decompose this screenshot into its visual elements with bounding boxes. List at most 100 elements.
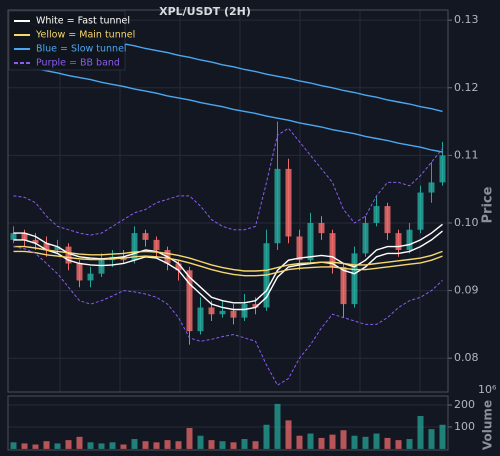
candle-body <box>175 263 182 271</box>
candle-body <box>439 155 446 183</box>
volume-bar <box>252 441 259 449</box>
candle-body <box>351 253 358 305</box>
volume-bar <box>43 441 50 449</box>
candle-body <box>274 168 281 244</box>
legend-label: Blue = Slow tunnel <box>36 44 127 55</box>
volume-bar <box>208 440 215 449</box>
candle-body <box>10 233 17 240</box>
candle-body <box>384 206 391 234</box>
candle-body <box>428 182 435 193</box>
volume-bar <box>439 424 446 449</box>
volume-bar <box>362 436 369 449</box>
volume-bar <box>21 443 28 449</box>
volume-bar <box>131 439 138 449</box>
volume-bar <box>296 435 303 449</box>
candle-body <box>296 236 303 261</box>
candle-body <box>142 233 149 240</box>
candle-body <box>307 222 314 261</box>
volume-bar <box>120 444 127 449</box>
volume-bar <box>307 433 314 449</box>
volume-bar <box>186 428 193 449</box>
volume-bar <box>384 437 391 449</box>
candle-body <box>87 273 94 281</box>
volume-offset: 10⁶ <box>478 383 497 396</box>
candle-body <box>241 304 248 318</box>
volume-bar <box>263 424 270 449</box>
legend-label: Purple = BB band <box>36 58 120 69</box>
legend-label: Yellow = Main tunnel <box>35 30 135 41</box>
volume-bar <box>340 430 347 449</box>
volume-bar <box>197 435 204 449</box>
volume-bar <box>219 441 226 449</box>
candle-body <box>76 263 83 281</box>
candle-body <box>373 206 380 223</box>
volume-bar <box>329 434 336 449</box>
candle-body <box>252 304 259 308</box>
volume-bar <box>54 443 61 449</box>
candle-body <box>32 239 39 244</box>
candle-body <box>21 233 28 240</box>
volume-bar <box>351 435 358 449</box>
volume-bar <box>406 439 413 449</box>
y-tick-label: 200 <box>454 398 475 411</box>
volume-bar <box>417 415 424 449</box>
volume-bar <box>241 439 248 449</box>
volume-bar <box>164 440 171 449</box>
y-axis-label: Price <box>481 186 496 223</box>
y-tick-label: 0.13 <box>454 13 479 26</box>
volume-bar <box>318 437 325 449</box>
price-frame <box>7 9 449 393</box>
candle-body <box>362 222 369 254</box>
candle-body <box>186 270 193 332</box>
chart-title: XPL/USDT (2H) <box>159 5 251 18</box>
candle-body <box>395 233 402 251</box>
candle-body <box>340 266 347 305</box>
tunnel-line <box>13 230 443 311</box>
volume-bar <box>153 442 160 449</box>
volume-bar <box>142 441 149 449</box>
y-tick-label: 0.12 <box>454 81 479 94</box>
volume-bar <box>65 440 72 449</box>
volume-bar <box>109 442 116 449</box>
y-tick-label: 0.11 <box>454 148 479 161</box>
candle-body <box>329 233 336 267</box>
volume-bar <box>10 442 17 449</box>
volume-frame <box>7 395 449 451</box>
candle-body <box>208 307 215 315</box>
candle-body <box>65 246 72 264</box>
volume-bar <box>230 442 237 449</box>
candle-body <box>285 168 292 237</box>
candle-body <box>131 233 138 261</box>
candle-body <box>197 307 204 332</box>
candle-body <box>153 239 160 251</box>
candle-body <box>54 246 61 251</box>
plot: 0.08 0.09 0.10 0.11 0.12 0.13 100 200 <box>8 13 479 449</box>
volume-bar <box>32 444 39 449</box>
candle-body <box>230 310 237 318</box>
volume-bar <box>285 420 292 449</box>
volume-bar <box>76 436 83 449</box>
volume-bar <box>373 433 380 449</box>
tunnel-line <box>13 223 443 304</box>
volume-bar <box>87 442 94 449</box>
volume-axis-label: Volume <box>481 400 495 450</box>
y-tick-label: 100 <box>454 420 475 433</box>
legend-entries: White = Fast tunnel Yellow = Main tunnel B… <box>14 16 135 69</box>
tunnel-line <box>13 246 443 386</box>
candle-body <box>43 243 50 251</box>
tunnel-line <box>13 127 443 236</box>
tunnel-line <box>13 63 443 153</box>
tunnel-line <box>13 250 443 277</box>
volume-bar <box>175 441 182 449</box>
candle-body <box>417 192 424 230</box>
volume-bar <box>98 443 105 449</box>
volume-bar <box>274 403 281 449</box>
y-tick-label: 0.09 <box>454 284 479 297</box>
candle-body <box>318 222 325 234</box>
volume-bar <box>428 429 435 449</box>
legend-label: White = Fast tunnel <box>36 16 130 27</box>
volume-bar <box>395 440 402 449</box>
y-tick-label: 0.10 <box>454 216 479 229</box>
tunnel-line <box>13 245 443 272</box>
